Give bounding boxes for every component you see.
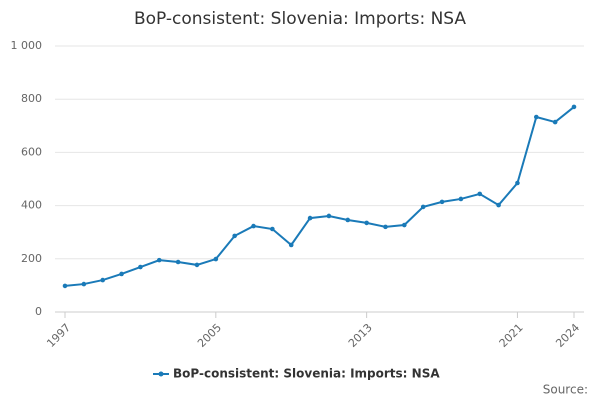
point [175, 259, 181, 265]
chart-title: BoP-consistent: Slovenia: Imports: NSA [134, 9, 466, 29]
point [439, 199, 445, 205]
point [345, 217, 351, 223]
x-tick-label: 2013 [346, 321, 375, 350]
point [81, 281, 87, 287]
y-tick-label: 200 [21, 252, 42, 265]
y-tick-label: 400 [21, 199, 42, 212]
point [515, 180, 520, 186]
point [213, 256, 219, 262]
point [288, 242, 294, 248]
point [307, 215, 313, 221]
point [251, 223, 256, 229]
point [138, 264, 143, 270]
line [64, 106, 575, 287]
point [533, 114, 539, 120]
point [383, 224, 388, 230]
y-tick-label: 600 [21, 145, 42, 158]
legend-label: BoP-consistent: Slovenia: Imports: NSA [173, 367, 440, 381]
x-tick-label: 2005 [195, 321, 224, 350]
point [402, 222, 407, 228]
legend-marker [158, 371, 164, 377]
y-tick-label: 800 [21, 92, 42, 105]
x-tick-label: 2021 [497, 321, 526, 350]
point [326, 213, 332, 219]
point [270, 226, 275, 232]
source: Source: [543, 383, 588, 397]
y-tick-label: 0 [35, 305, 42, 318]
point [194, 262, 200, 268]
point [119, 271, 124, 277]
point [420, 204, 426, 210]
point [100, 277, 106, 283]
point [496, 202, 501, 208]
point [232, 233, 237, 239]
y-tick-label: 1 000 [11, 39, 43, 52]
point [62, 283, 68, 289]
x-tick-label: 2024 [553, 321, 582, 350]
x-tick-label: 1997 [44, 321, 73, 350]
point [156, 257, 162, 263]
point [458, 196, 464, 202]
point [477, 191, 483, 197]
point [552, 119, 558, 125]
point [571, 104, 577, 110]
point [364, 220, 369, 226]
